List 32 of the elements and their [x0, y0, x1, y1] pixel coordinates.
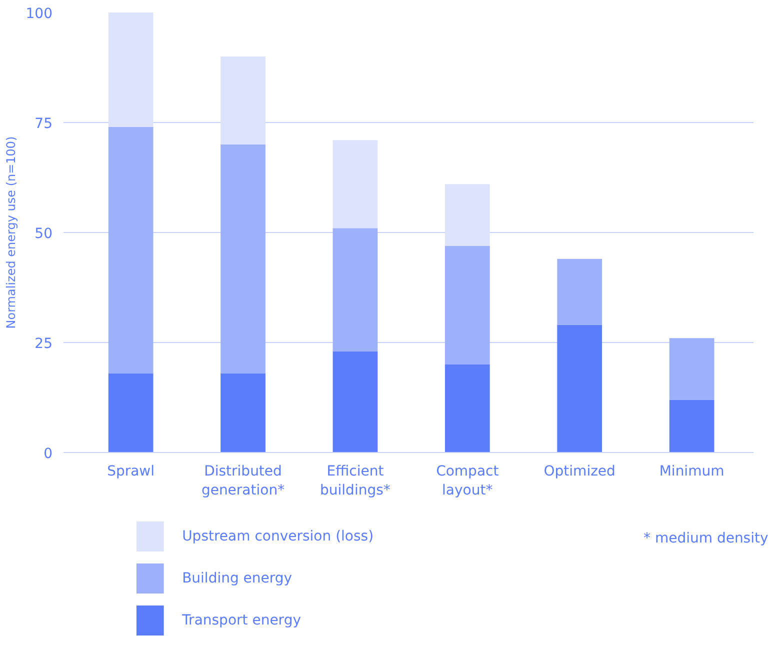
bar	[557, 258, 602, 325]
bar	[444, 364, 490, 452]
bar	[108, 126, 154, 374]
bar	[669, 338, 714, 400]
bar	[444, 246, 490, 364]
y-axis-title: Normalized energy use (n=100)	[4, 136, 18, 329]
y-tick-label: 50	[34, 226, 53, 242]
bar	[332, 228, 378, 352]
y-tick-label: 25	[34, 336, 53, 352]
legend-label: Upstream conversion (loss)	[182, 528, 374, 544]
x-tick-label: Minimum	[659, 464, 724, 480]
bar	[220, 56, 266, 144]
bar	[669, 400, 714, 452]
text: * medium density	[644, 530, 768, 546]
bar	[332, 140, 378, 228]
x-tick-label: Optimized	[544, 464, 616, 480]
bar	[444, 184, 490, 246]
bar	[557, 324, 602, 452]
x-tick-label: Efficient buildings*	[320, 464, 390, 499]
bar	[108, 373, 154, 452]
x-tick-label: Sprawl	[107, 464, 155, 480]
legend-label: Building energy	[182, 570, 292, 586]
x-tick-label: Distributed generation*	[201, 464, 285, 499]
legend-label: Transport energy	[181, 612, 301, 628]
x-tick-label: Compact layout*	[436, 464, 500, 499]
bar	[108, 12, 154, 127]
y-tick-label: 0	[44, 446, 53, 462]
y-tick-label: 75	[34, 116, 53, 132]
bar	[332, 351, 378, 452]
y-tick-label: 100	[26, 6, 53, 22]
bar	[220, 373, 266, 452]
bar	[220, 144, 266, 374]
